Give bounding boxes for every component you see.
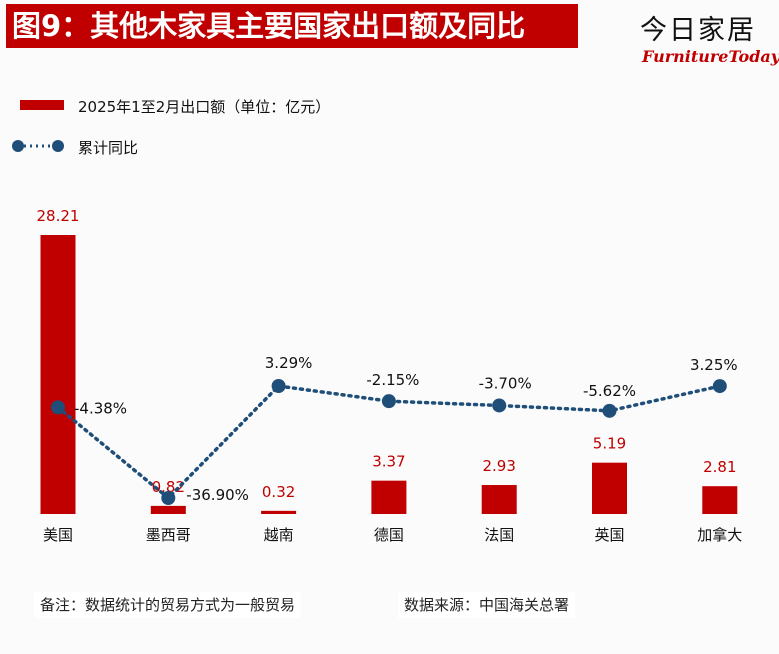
x-tick-label: 英国 (594, 526, 624, 544)
bar-value-label: 3.37 (372, 453, 405, 471)
brand-logo-english: FurnitureToday (642, 47, 779, 66)
yoy-value-label: -3.70% (479, 374, 532, 392)
brand-logo-text: 今日家居 (640, 15, 756, 46)
legend-bar-label: 2025年1至2月出口额（单位：亿元） (78, 98, 331, 116)
bar-value-label: 5.19 (593, 435, 626, 453)
bar-value-label: 0.32 (262, 483, 295, 501)
bar (702, 486, 738, 514)
yoy-point (602, 403, 617, 418)
yoy-value-label: 3.29% (265, 354, 313, 372)
footer-source: 数据来源：中国海关总署 (398, 592, 576, 618)
yoy-point (381, 394, 396, 409)
footer-note: 备注：数据统计的贸易方式为一般贸易 (34, 592, 302, 618)
legend-line-label: 累计同比 (78, 139, 139, 157)
legend-line-swatch (12, 140, 64, 152)
bar (481, 485, 517, 514)
yoy-point (271, 379, 286, 393)
yoy-value-label: -5.62% (583, 382, 636, 400)
bar (261, 510, 297, 514)
yoy-point (161, 491, 176, 505)
yoy-value-label: -36.90% (186, 486, 249, 504)
yoy-value-label: -4.38% (74, 399, 127, 417)
bar-value-label: 2.81 (703, 458, 736, 476)
legend-bar-swatch (20, 100, 64, 110)
yoy-value-label: 3.25% (690, 356, 738, 374)
x-tick-label: 墨西哥 (146, 526, 191, 544)
x-tick-label: 越南 (264, 526, 294, 544)
chart-title: 图9：其他木家具主要国家出口额及同比 (6, 4, 578, 48)
yoy-point (712, 379, 727, 394)
x-tick-label: 加拿大 (697, 526, 742, 544)
x-tick-label: 法国 (484, 526, 514, 544)
bar (592, 462, 627, 514)
x-tick-label: 德国 (374, 526, 404, 544)
yoy-value-label: -2.15% (366, 371, 419, 389)
bar-value-label: 28.21 (37, 207, 80, 225)
bar (150, 505, 186, 514)
bar (40, 235, 76, 514)
bar-value-label: 2.93 (482, 457, 515, 475)
bar (371, 480, 407, 514)
yoy-point (51, 400, 65, 415)
x-tick-label: 美国 (43, 526, 73, 544)
yoy-point (492, 398, 507, 413)
